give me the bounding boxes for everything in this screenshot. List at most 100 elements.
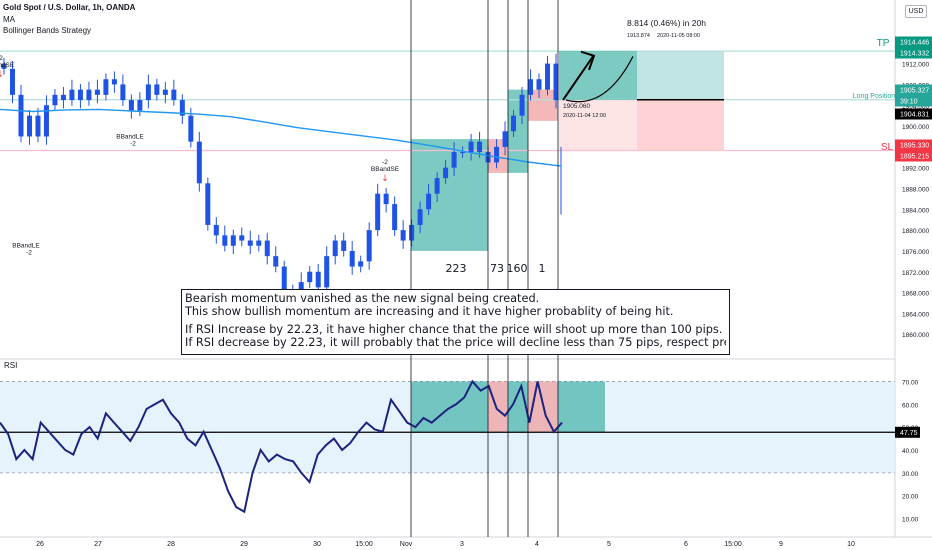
chart-title: Gold Spot / U.S. Dollar, 1h, OANDA xyxy=(3,3,136,12)
zone-count: 160 xyxy=(507,262,528,275)
rsi-tick: 10.00 xyxy=(902,517,919,524)
candle-body xyxy=(120,84,126,101)
candle-body xyxy=(213,224,219,236)
moving-average xyxy=(0,108,562,167)
candle-body xyxy=(86,89,92,101)
strategy-signals: -2BBandSE↓BBandLE-2BBandLE-2-2BBandSE↓22… xyxy=(0,55,546,275)
ma-line xyxy=(0,108,562,167)
time-tick: 15:00 xyxy=(355,541,373,548)
rsi-zone-5 xyxy=(558,381,605,433)
candle-body xyxy=(1,63,7,69)
price-label-bg xyxy=(895,36,932,48)
candle-body xyxy=(434,178,440,194)
price-label-bg xyxy=(895,95,932,107)
price-tick: 1900.000 xyxy=(902,124,929,131)
candle-body xyxy=(341,240,347,251)
candle-body xyxy=(171,89,177,101)
price-label-bg xyxy=(895,150,932,162)
time-tick: 28 xyxy=(167,541,175,548)
currency-button[interactable]: USD xyxy=(905,5,927,18)
price-label: 1895.330 xyxy=(900,143,929,150)
note-line-4: If RSI decrease by 22.23, it will probab… xyxy=(185,336,726,349)
candle-body xyxy=(230,235,236,246)
candle-body xyxy=(502,131,508,147)
candle-body xyxy=(460,152,466,154)
target-stats: 8.814 (0.46%) in 20h xyxy=(627,18,706,28)
entry-price: 1905.060 xyxy=(563,103,590,110)
candle-body xyxy=(264,240,270,257)
zone-count: 73 xyxy=(490,262,504,275)
candle-body xyxy=(60,94,66,101)
candle-body xyxy=(43,105,49,137)
candle-body xyxy=(409,224,415,241)
candle-body xyxy=(400,230,406,241)
price-tick: 1860.000 xyxy=(902,332,929,339)
price-tick: 1872.000 xyxy=(902,270,929,277)
signal-qty: -2 xyxy=(130,140,136,147)
time-tick: 29 xyxy=(240,541,248,548)
analysis-note[interactable]: Bearish momentum vanished as the new sig… xyxy=(181,289,730,355)
candle-body xyxy=(239,235,245,241)
candle-body xyxy=(392,204,398,231)
signal-qty: -2 xyxy=(0,55,3,62)
candle-body xyxy=(256,240,262,246)
candle-body xyxy=(451,152,457,168)
candle-body xyxy=(137,100,143,111)
target-time: 2020-11-05 08:00 xyxy=(657,33,700,39)
signal-label: BBandSE xyxy=(371,166,400,173)
candle-body xyxy=(519,94,525,116)
signal-arrow-down: ↓ xyxy=(0,70,4,80)
arrow-up-head xyxy=(580,50,596,71)
price-tick: 1884.000 xyxy=(902,207,929,214)
price-tick: 1864.000 xyxy=(902,311,929,318)
time-tick: 26 xyxy=(36,541,44,548)
candle-body xyxy=(69,89,75,101)
note-line-1: Bearish momentum vanished as the new sig… xyxy=(185,292,540,305)
candle-body xyxy=(468,141,474,153)
signal-label: BBandLE xyxy=(12,243,40,250)
signal-label: BBandLE xyxy=(116,133,144,140)
rsi-tick: 40.00 xyxy=(902,448,919,455)
candle-body xyxy=(375,193,381,231)
rsi-pane: RSI xyxy=(0,361,895,514)
indicator-bbands-label[interactable]: Bollinger Bands Strategy xyxy=(3,26,92,35)
indicator-ma-label[interactable]: MA xyxy=(3,15,15,24)
price-tick: 1888.000 xyxy=(902,187,929,194)
candle-body xyxy=(494,146,500,163)
price-tick: 1912.000 xyxy=(902,62,929,69)
price-label-bg xyxy=(895,139,932,151)
target-price: 1913.874 xyxy=(627,33,650,39)
time-axis: 26 27 28 29 30 15:00 Nov 3 4 5 6 15:00 9 10 xyxy=(36,541,855,548)
candle-body xyxy=(162,89,168,95)
price-tick: 1876.000 xyxy=(902,249,929,256)
time-tick: 4 xyxy=(535,541,539,548)
candle-body xyxy=(52,94,58,106)
backtest-zones xyxy=(411,89,558,251)
candle-body xyxy=(443,167,449,179)
long-position-label: Long Position xyxy=(853,93,896,100)
candle-body xyxy=(366,230,372,262)
time-tick: 27 xyxy=(94,541,102,548)
entry-time: 2020-11-04 12:00 xyxy=(563,113,606,119)
rsi-zone-2 xyxy=(488,381,508,433)
candle-body xyxy=(103,79,109,95)
signal-label: BBandSE xyxy=(0,62,15,69)
price-label: 1914.446 xyxy=(900,40,929,47)
long-position-tool[interactable]: 8.814 (0.46%) in 20h 1913.874 2020-11-05 0… xyxy=(0,18,895,153)
price-label-bg xyxy=(895,47,932,59)
profit-zone-light xyxy=(637,51,724,100)
note-line-3: If RSI Increase by 22.23, it have higher… xyxy=(185,323,723,336)
candle-body xyxy=(18,94,24,137)
price-label: 1914.332 xyxy=(900,51,929,58)
price-tick: 1868.000 xyxy=(902,291,929,298)
time-tick: 5 xyxy=(607,541,611,548)
rsi-tick: 20.00 xyxy=(902,494,919,501)
candle-body xyxy=(383,193,389,205)
candle-body xyxy=(9,68,15,95)
time-tick: 10 xyxy=(847,541,855,548)
rsi-label: 47.75 xyxy=(900,430,918,437)
signal-qty: -2 xyxy=(26,250,32,257)
candle-body xyxy=(222,235,228,246)
rsi-label-bg xyxy=(895,426,920,438)
